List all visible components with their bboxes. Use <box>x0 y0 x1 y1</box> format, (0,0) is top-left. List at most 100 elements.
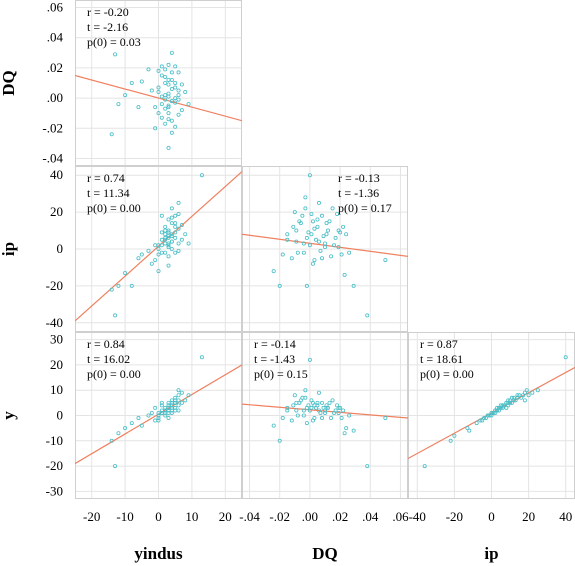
stat-label: p(0) = 0.15 <box>254 367 308 381</box>
data-point <box>491 410 496 415</box>
data-point <box>156 85 161 90</box>
data-point <box>169 221 174 226</box>
data-point <box>173 235 178 240</box>
data-point <box>173 85 178 90</box>
data-point <box>513 398 518 403</box>
data-point <box>169 70 174 75</box>
data-point <box>176 248 181 253</box>
data-point <box>173 250 178 255</box>
data-point <box>173 124 178 129</box>
data-point <box>509 400 514 405</box>
x-tick-label: 40 <box>559 509 572 524</box>
data-point <box>166 77 171 82</box>
data-point <box>327 400 332 405</box>
data-point <box>324 221 329 226</box>
data-point <box>504 405 509 410</box>
data-point <box>339 252 344 257</box>
stat-label: r = 0.74 <box>87 171 125 185</box>
data-point <box>307 243 312 248</box>
data-point <box>326 405 331 410</box>
x-tick-label: -40 <box>409 509 426 524</box>
data-point <box>146 67 151 72</box>
data-point <box>495 408 500 413</box>
data-point <box>159 64 164 69</box>
data-point <box>312 403 317 408</box>
data-point <box>173 221 178 226</box>
data-point <box>179 223 184 228</box>
data-point <box>277 438 282 443</box>
data-point <box>183 398 188 403</box>
data-point <box>136 105 141 110</box>
stat-label: p(0) = 0.00 <box>87 201 141 215</box>
x-tick-label: 0 <box>155 509 162 524</box>
data-point <box>113 464 118 469</box>
data-point <box>163 106 168 111</box>
data-point <box>304 235 309 240</box>
data-point <box>163 74 168 79</box>
y-tick-label: -30 <box>46 483 63 498</box>
data-point <box>504 400 509 405</box>
panel-frame <box>75 166 242 332</box>
data-point <box>530 390 535 395</box>
data-point <box>169 130 174 135</box>
data-point <box>511 395 516 400</box>
data-point <box>493 410 498 415</box>
y-tick-label: 20 <box>50 204 63 219</box>
data-point <box>183 232 188 237</box>
data-point <box>173 64 178 69</box>
data-point <box>474 421 479 426</box>
data-point <box>176 393 181 398</box>
data-point <box>478 418 483 423</box>
data-point <box>169 215 174 220</box>
data-point <box>166 103 171 108</box>
y-tick-label: -10 <box>46 433 63 448</box>
x-tick-label: 0 <box>488 509 495 524</box>
data-point <box>156 111 161 116</box>
data-point <box>310 418 315 423</box>
data-point <box>508 400 513 405</box>
data-point <box>169 403 174 408</box>
data-point <box>173 96 178 101</box>
y-tick-label: .02 <box>47 60 63 75</box>
y-tick-label: .00 <box>47 90 63 105</box>
data-point <box>149 88 154 93</box>
x-tick-label: .02 <box>332 509 348 524</box>
data-point <box>116 283 121 288</box>
data-point <box>310 219 315 224</box>
data-point <box>159 115 164 120</box>
data-point <box>176 70 181 75</box>
data-point <box>166 241 171 246</box>
x-tick-label: -.02 <box>269 509 290 524</box>
y-tick-label: .06 <box>47 0 64 15</box>
data-point <box>318 248 323 253</box>
data-point <box>169 50 174 55</box>
data-point <box>129 283 134 288</box>
data-point <box>163 228 168 233</box>
x-tick-label: -20 <box>446 509 463 524</box>
data-point <box>509 395 514 400</box>
data-point <box>332 243 337 248</box>
data-point <box>153 405 158 410</box>
data-point <box>322 241 327 246</box>
stat-label: t = 11.34 <box>87 186 130 200</box>
data-point <box>519 395 524 400</box>
data-point <box>169 232 174 237</box>
data-point <box>109 287 114 292</box>
data-point <box>342 272 347 277</box>
data-point <box>336 228 341 233</box>
y-tick-label: -40 <box>46 315 63 330</box>
data-point <box>292 393 297 398</box>
x-tick-label: -20 <box>83 509 100 524</box>
stat-label: t = -1.36 <box>338 186 379 200</box>
data-point <box>500 403 505 408</box>
panel-frame <box>242 332 408 499</box>
data-point <box>139 252 144 257</box>
data-point <box>176 88 181 93</box>
data-point <box>169 400 174 405</box>
data-point <box>271 269 276 274</box>
data-point <box>163 121 168 126</box>
data-point <box>383 416 388 421</box>
data-point <box>294 228 299 233</box>
row-label-y: y <box>0 411 18 420</box>
data-point <box>166 82 171 87</box>
